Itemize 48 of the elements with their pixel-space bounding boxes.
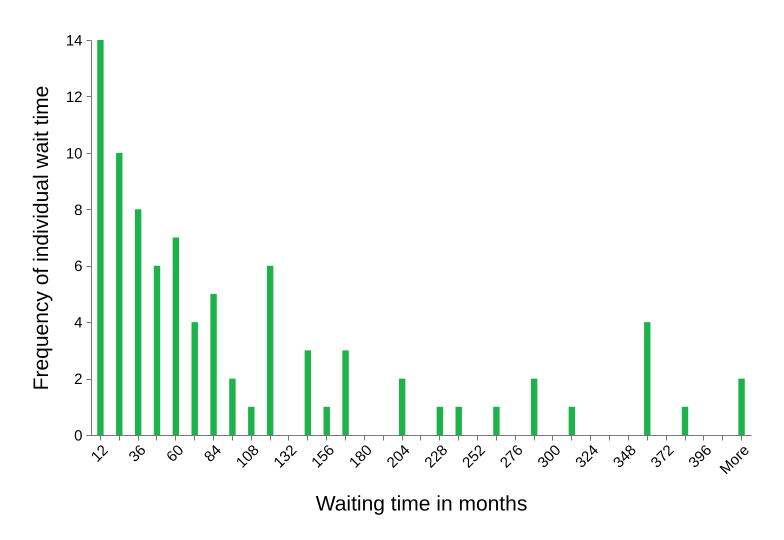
x-tick-label: 324 [572, 442, 602, 472]
x-tick-label: 396 [685, 442, 716, 472]
x-tick-label: 228 [421, 442, 452, 472]
y-tick-label: 8 [74, 202, 82, 219]
y-tick-label: 12 [66, 88, 82, 106]
x-axis-title: Waiting time in months [316, 492, 528, 516]
bar [304, 350, 312, 435]
bar [644, 322, 650, 435]
x-tick-label: 180 [346, 442, 376, 472]
y-tick-label: 6 [74, 258, 82, 276]
bar [134, 209, 142, 435]
y-axis-title: Frequency of individual wait time [30, 86, 53, 390]
bar [154, 266, 160, 435]
x-tick-label: 36 [126, 442, 150, 466]
bar [210, 294, 217, 435]
bar [738, 378, 745, 435]
y-tick-label: 2 [74, 371, 82, 388]
bar [97, 40, 104, 435]
bar [398, 378, 406, 435]
x-tick-label: 276 [496, 442, 527, 472]
bar [568, 406, 576, 435]
bar [116, 152, 122, 435]
bar [530, 378, 538, 435]
bar [192, 322, 198, 435]
x-tick-label: 108 [232, 442, 263, 472]
bar [266, 266, 274, 435]
x-tick-label: 156 [308, 442, 338, 472]
y-tick-label: 10 [66, 145, 82, 162]
x-tick-label: 372 [648, 442, 678, 472]
x-tick-label: 204 [384, 442, 414, 472]
bar [682, 406, 688, 435]
bar [248, 406, 254, 435]
x-tick-label: 132 [270, 442, 300, 472]
y-tick-label: 14 [66, 32, 82, 50]
x-tick-label: 300 [534, 442, 564, 472]
bar [342, 350, 349, 435]
bar [456, 406, 462, 435]
x-tick-label: 84 [201, 442, 225, 466]
bar [324, 406, 330, 435]
x-tick-label: 252 [459, 442, 489, 472]
x-tick-label: 348 [610, 442, 640, 472]
bar [229, 378, 236, 435]
bar [172, 238, 180, 435]
bar [493, 406, 500, 435]
x-tick-label: 60 [163, 442, 188, 466]
y-tick-label: 0 [74, 428, 82, 444]
y-tick-label: 4 [74, 314, 82, 332]
bar [436, 406, 444, 435]
